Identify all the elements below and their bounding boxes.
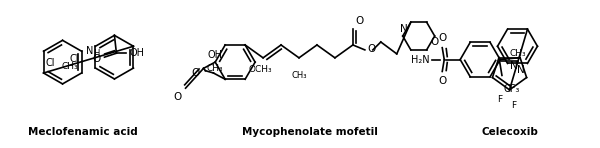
Text: OCH₃: OCH₃ xyxy=(248,65,272,74)
Text: Cl: Cl xyxy=(46,58,55,68)
Text: O: O xyxy=(191,68,199,78)
Text: N: N xyxy=(517,65,524,75)
Text: O: O xyxy=(431,37,439,47)
Text: N: N xyxy=(400,24,408,34)
Text: O: O xyxy=(92,54,100,64)
Text: H₂N: H₂N xyxy=(410,55,429,65)
Text: O: O xyxy=(438,33,446,43)
Text: N: N xyxy=(86,46,93,56)
Text: OH: OH xyxy=(207,50,222,60)
Text: CF₃: CF₃ xyxy=(504,84,520,94)
Text: CH₃: CH₃ xyxy=(291,71,307,80)
Text: CH₃: CH₃ xyxy=(62,62,79,71)
Text: OH: OH xyxy=(130,48,145,58)
Text: F: F xyxy=(497,95,503,104)
Text: CH₃: CH₃ xyxy=(206,64,223,73)
Text: O: O xyxy=(368,44,376,54)
Text: O: O xyxy=(356,16,364,26)
Text: N: N xyxy=(511,61,518,71)
Text: Meclofenamic acid: Meclofenamic acid xyxy=(28,127,137,137)
Text: Celecoxib: Celecoxib xyxy=(481,127,538,137)
Text: CH₃: CH₃ xyxy=(509,49,526,58)
Text: Mycophenolate mofetil: Mycophenolate mofetil xyxy=(242,127,378,137)
Text: F: F xyxy=(511,101,516,110)
Text: O: O xyxy=(438,76,446,86)
Text: O: O xyxy=(173,92,182,102)
Text: H: H xyxy=(94,49,100,58)
Text: Cl: Cl xyxy=(69,54,79,64)
